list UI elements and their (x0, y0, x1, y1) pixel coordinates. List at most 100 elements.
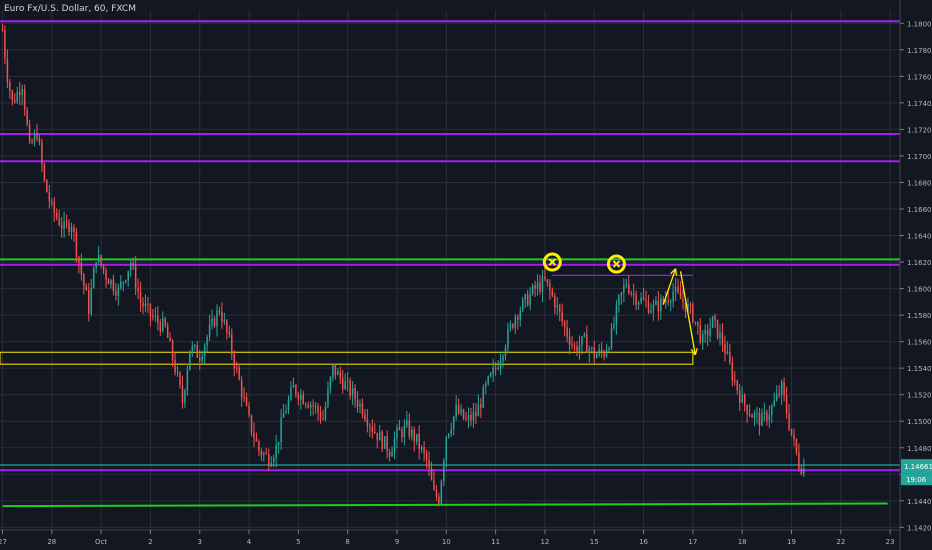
price-tick-label: 1.15200 (907, 392, 932, 400)
candle-body (270, 462, 272, 467)
time-tick-label: 3 (197, 538, 201, 546)
candle-body (758, 412, 761, 426)
candle-body (403, 425, 406, 438)
time-tick-label: 5 (296, 538, 300, 546)
candle-body (398, 427, 401, 431)
candle-body (699, 325, 702, 343)
time-tick-label: 28 (47, 538, 56, 546)
candle-body (800, 468, 803, 474)
candle-body (721, 332, 724, 345)
price-tick-label: 1.17000 (907, 153, 932, 161)
candle-body (593, 347, 595, 359)
candle-body (309, 404, 312, 408)
candle-body (529, 293, 531, 306)
candle-body (793, 434, 795, 439)
candle-body (393, 438, 396, 452)
candle-body (18, 91, 21, 96)
candle-body (14, 100, 16, 103)
candle-body (63, 221, 65, 229)
candle-body (499, 360, 502, 368)
candle-body (16, 91, 19, 103)
circle-marker (542, 252, 562, 272)
candle-body (300, 394, 302, 400)
candle-body (509, 324, 512, 329)
candle-body (689, 304, 692, 306)
candle-body (482, 386, 485, 408)
candle-body (58, 217, 60, 226)
candle-body (75, 231, 78, 257)
time-tick-label: 23 (886, 538, 895, 546)
candle-body (198, 357, 201, 361)
candle-body (623, 285, 625, 293)
candle-body (536, 282, 539, 289)
candle-body (36, 133, 38, 139)
candle-body (684, 302, 687, 312)
time-axis[interactable]: 27 28 Oct 2 3 4 5 8 9 10 11 12 15 16 17 18 19 22 23 (0, 529, 900, 546)
candle-body (4, 30, 6, 59)
drawings (542, 252, 698, 356)
candle-body (662, 298, 665, 303)
chart-title: Euro Fx/U.S. Dollar, 60, FXCM (4, 4, 136, 14)
candle-body (48, 192, 51, 202)
price-zones (0, 351, 694, 365)
candle-body (378, 431, 381, 441)
candle-body (724, 344, 726, 354)
candle-body (142, 302, 144, 307)
candle-body (790, 428, 793, 435)
price-axis[interactable]: 1.142001.144001.146001.148001.150001.152… (899, 0, 932, 550)
candle-body (28, 124, 31, 142)
candle-body (125, 280, 127, 282)
candle-body (768, 415, 771, 421)
candle-body (179, 372, 181, 386)
time-tick-label: 17 (688, 538, 697, 546)
candle-body (216, 310, 218, 327)
candle-body (420, 446, 423, 450)
candle-body (154, 315, 157, 317)
candle-body (566, 327, 568, 337)
candle-body (285, 410, 287, 414)
candle-body (95, 262, 97, 268)
candle-body (731, 362, 734, 381)
candle-body (430, 468, 433, 481)
candle-body (576, 346, 578, 352)
time-tick-label: 9 (395, 538, 399, 546)
candle-body (558, 305, 561, 313)
candle-body (324, 406, 327, 420)
time-tick-label: 10 (442, 538, 451, 546)
candle-body (139, 291, 142, 303)
candle-body (396, 427, 398, 439)
candle-body (255, 438, 258, 442)
candle-body (798, 452, 800, 469)
candle-body (418, 433, 420, 450)
candle-body (583, 334, 586, 337)
candle-body (660, 298, 662, 312)
candle-body (637, 302, 640, 305)
candle-body (78, 256, 80, 263)
candle-body (250, 415, 253, 433)
candle-body (149, 303, 152, 317)
time-tick-label: 18 (738, 538, 747, 546)
candle-body (302, 394, 305, 404)
candle-body (608, 348, 610, 351)
candle-body (112, 279, 115, 292)
candle-body (487, 376, 489, 384)
candle-body (258, 441, 260, 452)
candle-body (90, 288, 92, 314)
circle-marker (606, 254, 626, 274)
candle-body (549, 282, 551, 291)
candle-body (711, 316, 714, 328)
candle-body (704, 330, 706, 335)
arrow-line (662, 268, 677, 305)
candle-body (736, 380, 739, 391)
candle-body (65, 221, 68, 223)
candle-body (443, 461, 445, 482)
candle-body (55, 213, 58, 218)
candle-body (581, 336, 583, 346)
candle-body (31, 141, 33, 143)
candle-body (751, 415, 753, 418)
candle-body (640, 297, 642, 303)
candle-body (191, 346, 194, 351)
candle-body (41, 142, 43, 165)
